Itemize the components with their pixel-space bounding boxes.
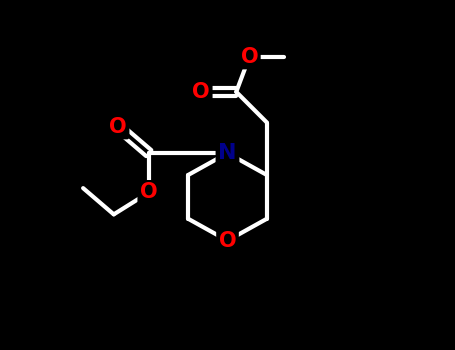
Text: O: O	[109, 117, 127, 137]
Text: O: O	[241, 47, 258, 67]
Text: O: O	[219, 231, 236, 251]
Text: O: O	[140, 182, 157, 203]
Text: O: O	[192, 82, 210, 102]
Text: N: N	[218, 143, 237, 163]
